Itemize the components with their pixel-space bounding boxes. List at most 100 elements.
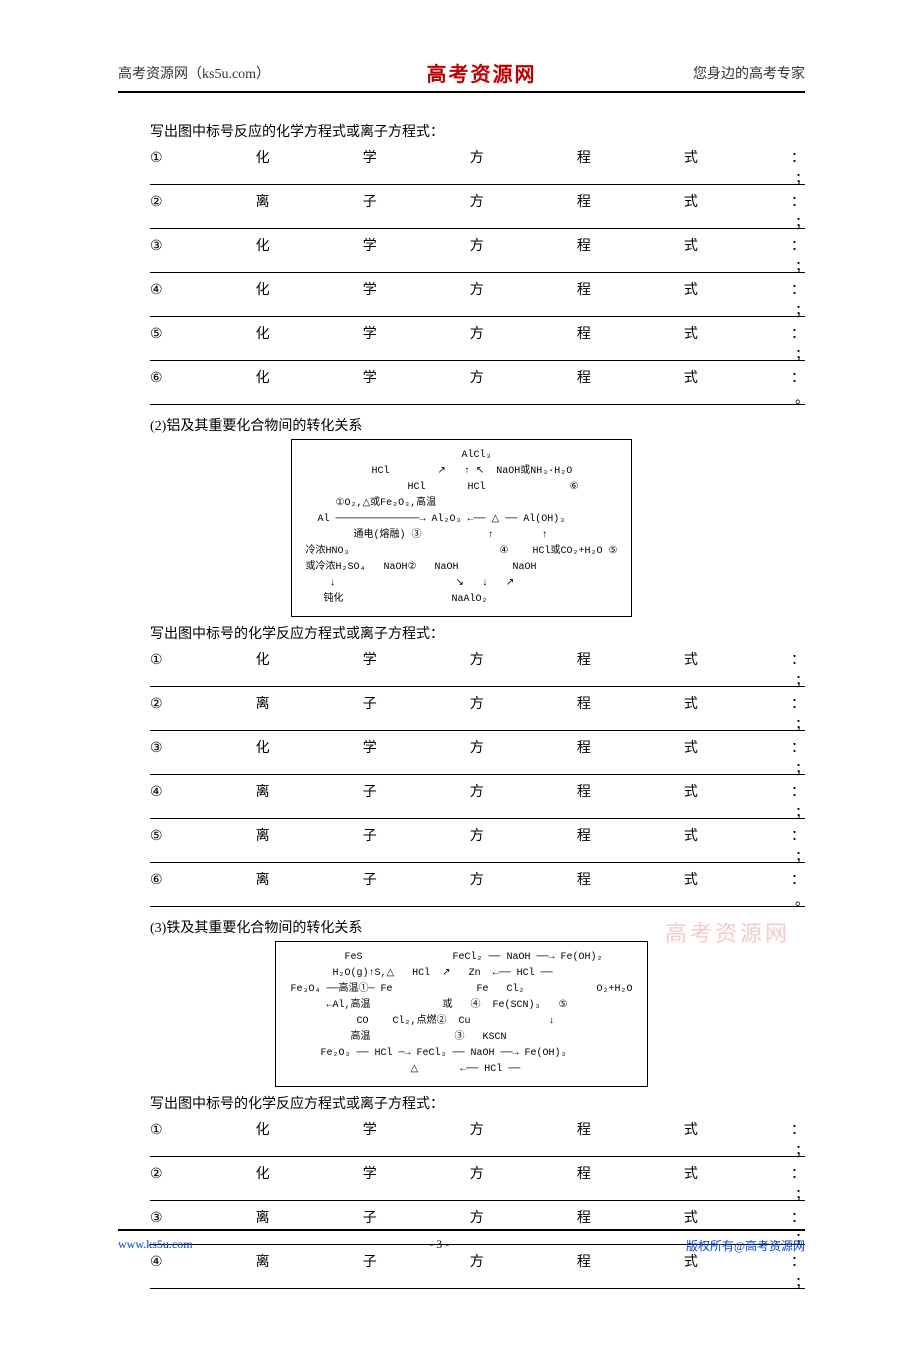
equation-char: ： <box>791 1163 805 1183</box>
equation-char: ： <box>791 279 805 299</box>
equation-char: ： <box>791 781 805 801</box>
diagram-line: 高温 ③ KSCN <box>290 1030 632 1046</box>
equation-char: 化 <box>256 323 270 343</box>
equation-char: 子 <box>363 1207 377 1227</box>
diagram-line: △ ←── HCl ── <box>290 1062 632 1078</box>
diagram-line: CO Cl₂,点燃② Cu ↓ <box>290 1014 632 1030</box>
equation-char: 程 <box>577 191 591 211</box>
equation-char: ： <box>791 1251 805 1271</box>
equation-char: 化 <box>256 649 270 669</box>
equation-char: 学 <box>363 649 377 669</box>
line-terminator: ； <box>795 758 809 778</box>
section3-diagram: FeS FeCl₂ ── NaOH ──→ Fe(OH)₂ H₂O(g)↑S,△… <box>275 941 647 1087</box>
equation-char: 方 <box>470 825 484 845</box>
line-terminator: ； <box>795 168 809 188</box>
equation-char: 离 <box>256 191 270 211</box>
equation-char: 方 <box>470 737 484 757</box>
equation-char: ： <box>791 649 805 669</box>
equation-char: ： <box>791 235 805 255</box>
equation-row: ④离子方程式： <box>150 781 805 801</box>
equation-char: 方 <box>470 693 484 713</box>
diagram-line: ①O₂,△或Fe₂O₃,高温 <box>306 496 618 512</box>
page-footer: www.ks5u.com - 3 - 版权所有@高考资源网 <box>118 1229 805 1254</box>
equation-char: 程 <box>577 1207 591 1227</box>
line-terminator: ； <box>795 714 809 734</box>
section2-intro: 写出图中标号的化学反应方程式或离子方程式： <box>150 623 805 643</box>
equation-row: ⑥化学方程式： <box>150 367 805 387</box>
answer-underline: ； <box>150 803 805 819</box>
header-right: 您身边的高考专家 <box>693 63 805 83</box>
line-terminator: ； <box>795 256 809 276</box>
equation-char: 离 <box>256 693 270 713</box>
equation-row: ①化学方程式： <box>150 649 805 669</box>
equation-char: 式 <box>684 191 698 211</box>
equation-char: 式 <box>684 279 698 299</box>
equation-char: ① <box>150 150 163 167</box>
equation-char: 程 <box>577 147 591 167</box>
equation-row: ⑤化学方程式： <box>150 323 805 343</box>
answer-underline: ； <box>150 1141 805 1157</box>
equation-char: ④ <box>150 282 163 299</box>
equation-char: 方 <box>470 191 484 211</box>
section2-diagram-holder: AlCl₃ HCl ↗ ↑ ↖ NaOH或NH₃·H₂O HCl HCl ⑥ ①… <box>118 439 805 617</box>
equation-char: 方 <box>470 279 484 299</box>
diagram-line: Al ──────────────→ Al₂O₃ ←── △ ── Al(OH)… <box>306 512 618 528</box>
equation-char: 程 <box>577 1251 591 1271</box>
answer-underline: ； <box>150 671 805 687</box>
answer-underline: ； <box>150 169 805 185</box>
equation-char: 式 <box>684 367 698 387</box>
equation-char: ： <box>791 191 805 211</box>
diagram-line: 或冷浓H₂SO₄ NaOH② NaOH NaOH <box>306 560 618 576</box>
equation-char: 离 <box>256 825 270 845</box>
answer-underline: ； <box>150 1185 805 1201</box>
diagram-line: Fe₃O₄ ──高温①─ Fe Fe Cl₂ O₂+H₂O <box>290 982 632 998</box>
equation-char: 子 <box>363 1251 377 1271</box>
equation-char: 程 <box>577 279 591 299</box>
page-header: 高考资源网（ks5u.com） 高考资源网 您身边的高考专家 <box>118 58 805 93</box>
equation-row: ②离子方程式： <box>150 191 805 211</box>
equation-char: 程 <box>577 693 591 713</box>
answer-underline: ； <box>150 1273 805 1289</box>
equation-char: 程 <box>577 323 591 343</box>
footer-right: 版权所有@高考资源网 <box>686 1237 805 1254</box>
equation-char: 式 <box>684 649 698 669</box>
answer-underline: ； <box>150 213 805 229</box>
diagram-line: 钝化 NaAlO₂ <box>306 592 618 608</box>
line-terminator: ； <box>795 670 809 690</box>
equation-char: 方 <box>470 323 484 343</box>
equation-char: ③ <box>150 1210 163 1227</box>
equation-char: 离 <box>256 1251 270 1271</box>
equation-char: ： <box>791 1207 805 1227</box>
diagram-line: ↓ ↘ ↓ ↗ <box>306 576 618 592</box>
equation-char: 子 <box>363 693 377 713</box>
equation-char: 式 <box>684 323 698 343</box>
equation-char: 离 <box>256 781 270 801</box>
equation-row: ⑥离子方程式： <box>150 869 805 889</box>
section2-diagram: AlCl₃ HCl ↗ ↑ ↖ NaOH或NH₃·H₂O HCl HCl ⑥ ①… <box>291 439 633 617</box>
section1-equations: ①化学方程式：；②离子方程式：；③化学方程式：；④化学方程式：；⑤化学方程式：；… <box>150 147 805 405</box>
answer-underline: ； <box>150 847 805 863</box>
equation-char: ： <box>791 147 805 167</box>
equation-char: 学 <box>363 367 377 387</box>
line-terminator: ； <box>795 300 809 320</box>
equation-char: ④ <box>150 1254 163 1271</box>
equation-char: 方 <box>470 869 484 889</box>
diagram-line: HCl ↗ ↑ ↖ NaOH或NH₃·H₂O <box>306 464 618 480</box>
answer-underline: 。 <box>150 389 805 405</box>
equation-char: ① <box>150 652 163 669</box>
line-terminator: ； <box>795 1184 809 1204</box>
equation-char: ③ <box>150 238 163 255</box>
equation-char: 方 <box>470 1207 484 1227</box>
equation-char: 离 <box>256 869 270 889</box>
equation-char: 程 <box>577 825 591 845</box>
equation-char: ① <box>150 1122 163 1139</box>
equation-char: ⑤ <box>150 828 163 845</box>
equation-char: 学 <box>363 147 377 167</box>
diagram-line: HCl HCl ⑥ <box>306 480 618 496</box>
equation-char: 式 <box>684 737 698 757</box>
line-terminator: ； <box>795 1140 809 1160</box>
answer-underline: ； <box>150 257 805 273</box>
header-left: 高考资源网（ks5u.com） <box>118 63 270 83</box>
equation-char: ⑤ <box>150 326 163 343</box>
equation-char: 化 <box>256 737 270 757</box>
